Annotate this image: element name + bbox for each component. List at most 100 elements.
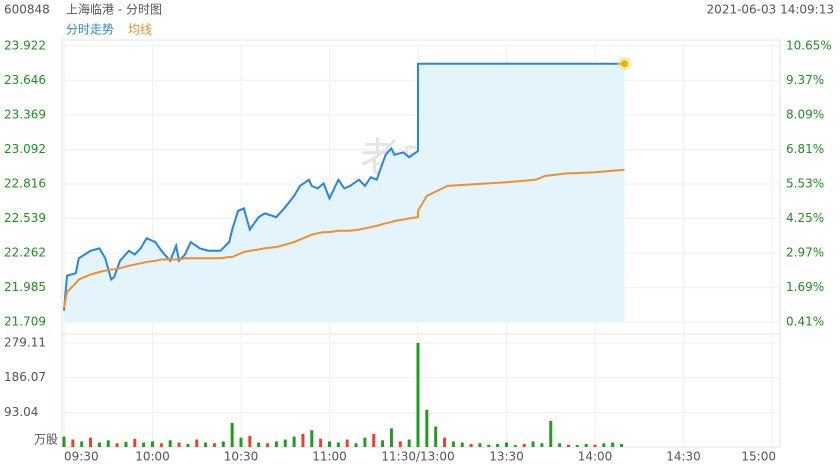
y-tick-label: 23.922 (4, 39, 46, 53)
x-tick-label: 11:30/13:00 (381, 450, 454, 464)
volume-bar (124, 441, 128, 447)
volume-bar (230, 422, 234, 447)
series-line (63, 62, 625, 311)
volume-bar (478, 443, 482, 447)
volume-bar (469, 444, 473, 447)
volume-bar (204, 442, 208, 447)
volume-bar (106, 440, 110, 447)
volume-bar (620, 444, 624, 447)
volume-bar (142, 442, 146, 447)
volume-bar (558, 443, 562, 447)
volume-bar (168, 440, 172, 447)
volume-bar (310, 430, 314, 447)
volume-unit: 万股 (34, 433, 58, 447)
y-tick-label: 22.262 (4, 246, 46, 260)
y2-tick-label: 2.97% (786, 246, 824, 260)
volume-bar (248, 435, 252, 447)
legend-label: 分时走势 (66, 23, 114, 37)
volume-bar (389, 428, 393, 447)
volume-bar (372, 433, 376, 447)
volume-bar (283, 439, 287, 447)
y2-tick-label: 8.09% (786, 108, 824, 122)
y-tick-label: 21.985 (4, 280, 46, 294)
volume-bar (398, 441, 402, 447)
volume-bar (239, 437, 243, 447)
y2-tick-label: 6.81% (786, 142, 824, 156)
y2-tick-label: 0.41% (786, 315, 824, 329)
volume-bar (336, 442, 340, 447)
volume-bar (549, 420, 553, 447)
volume-bar (505, 442, 508, 447)
volume-bar (177, 442, 181, 447)
volume-bar (593, 444, 597, 447)
volume-bar (363, 437, 367, 447)
volume-bar (443, 437, 447, 447)
x-tick-label: 10:30 (224, 450, 259, 464)
volume-bar (487, 444, 491, 447)
y2-tick-label: 9.37% (786, 73, 824, 87)
volume-bar (97, 442, 101, 447)
volume-bar (133, 438, 137, 447)
volume-bar (195, 439, 199, 447)
volume-bar (274, 441, 278, 447)
y2-tick-label: 1.69% (786, 280, 824, 294)
volume-bar (80, 441, 84, 447)
legend-label: 均线 (128, 23, 152, 37)
x-tick-label: 14:00 (578, 450, 613, 464)
y-tick-label: 23.369 (4, 107, 46, 121)
series-line (63, 168, 625, 309)
volume-bar (159, 443, 163, 447)
volume-bar (531, 441, 535, 447)
y-tick-label: 22.539 (4, 211, 46, 225)
volume-bar (496, 444, 500, 447)
stock-code: 600848 (4, 3, 50, 17)
y-tick-label: 22.816 (4, 176, 46, 190)
volume-bar (566, 444, 570, 447)
x-tick-label: 14:30 (666, 450, 701, 464)
y-tick-label: 23.646 (4, 73, 46, 87)
volume-bar (212, 443, 216, 447)
volume-bar (151, 441, 154, 447)
y2-tick-label: 10.65% (786, 39, 832, 53)
x-tick-label: 09:30 (64, 450, 99, 464)
y-tick-label: 279.11 (4, 336, 46, 350)
volume-bar (611, 442, 615, 447)
volume-bar (584, 444, 588, 447)
volume-bar (221, 441, 225, 447)
x-tick-label: 13:30 (489, 450, 524, 464)
volume-bar (407, 439, 411, 447)
volume-bar (345, 439, 349, 447)
volume-bar (71, 439, 75, 447)
volume-bar (522, 444, 526, 447)
volume-bar (89, 437, 93, 447)
volume-bar (575, 445, 579, 447)
volume-bar (513, 445, 517, 447)
volume-bar (451, 441, 455, 447)
x-tick-label: 15:00 (741, 450, 776, 464)
volume-bar (540, 443, 544, 447)
volume-bar (416, 343, 420, 447)
volume-bar (434, 426, 438, 447)
volume-bar (62, 436, 66, 447)
volume-bar (292, 436, 296, 447)
y-tick-label: 186.07 (4, 370, 46, 384)
price-area (64, 63, 625, 322)
x-tick-label: 11:00 (312, 450, 347, 464)
volume-bar (186, 444, 190, 447)
volume-bar (115, 443, 119, 447)
volume-bar (319, 438, 323, 447)
stock-name: 上海临港 - 分时图 (66, 2, 162, 17)
volume-bar (301, 433, 305, 447)
volume-bar (328, 441, 331, 447)
volume-bar (602, 443, 606, 447)
y-tick-label: 21.709 (4, 315, 46, 329)
x-tick-label: 10:00 (135, 450, 170, 464)
y2-tick-label: 5.53% (786, 177, 824, 191)
y2-tick-label: 4.25% (786, 211, 824, 225)
y-tick-label: 23.092 (4, 142, 46, 156)
volume-bar (425, 409, 429, 447)
volume-bar (460, 442, 464, 447)
datetime: 2021-06-03 14:09:13 (707, 3, 834, 17)
last-point (621, 60, 628, 68)
